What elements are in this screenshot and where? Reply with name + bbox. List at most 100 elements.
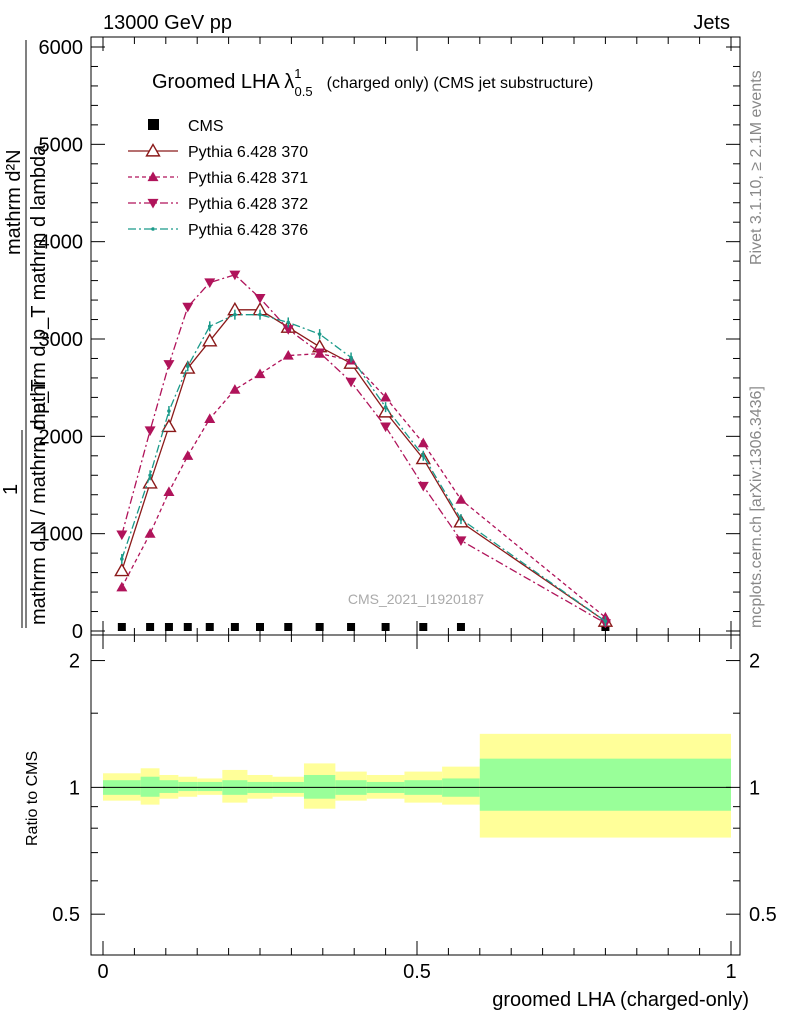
series-marker-triangle-up [455, 494, 467, 504]
main-y-tick-label: 1000 [39, 524, 84, 546]
main-y-tick-label: 2000 [39, 426, 84, 448]
legend-label: CMS [188, 118, 224, 135]
mcplots-label: mcplots.cern.ch [arXiv:1306.3436] [748, 386, 765, 628]
series-marker-triangle-down [116, 530, 128, 541]
cms-data-point [205, 623, 214, 631]
ratio-y-tick-label: 2 [69, 651, 80, 673]
ratio-stat-band [197, 781, 223, 792]
legend-marker [151, 227, 155, 231]
ratio-y-tick-label-right: 0.5 [749, 904, 777, 926]
ylabel-numerator-2: mathrm d p_T mathrm d lambda [28, 144, 50, 430]
series-marker-triangle-down [144, 426, 156, 436]
ratio-stat-band [140, 776, 160, 797]
series-marker-triangle-down [314, 348, 326, 359]
series-marker-dot [167, 409, 171, 413]
series-marker-triangle-down [254, 293, 266, 304]
ylabel-denominator: mathrm d N / mathrm d p_T [28, 379, 50, 625]
series-marker-triangle-up [116, 581, 128, 592]
main-axes: 0 1000 2000 3000 4000 5000 6000 [39, 36, 741, 643]
ratio-bands [103, 733, 731, 838]
series-marker-dot [185, 364, 190, 369]
series-marker-triangle-down [204, 278, 216, 289]
cms-data-point [347, 623, 356, 631]
series-marker-dot [148, 473, 152, 478]
main-y-tick-label: 3000 [39, 329, 84, 351]
main-y-tick-label: 4000 [39, 232, 84, 254]
series-marker-triangle-down [282, 325, 294, 335]
ratio-stat-band [159, 780, 179, 793]
series-marker-triangle-down [229, 270, 241, 281]
ratio-axes: 0.5 0.5 1 1 2 2 0 0.5 1 [52, 634, 777, 983]
series-line [121, 309, 606, 622]
ratio-y-tick-label: 1 [69, 777, 80, 799]
series-marker-triangle-down [163, 360, 175, 370]
series-marker-triangle-up [380, 391, 392, 402]
series-marker-open-triangle [202, 333, 218, 347]
series-marker-dot [258, 312, 262, 317]
ratio-y-tick-label-right: 1 [749, 777, 760, 799]
ratio-frame [90, 634, 741, 956]
main-y-axis-label: mathrm d²N mathrm d p_T mathrm d lambda … [0, 40, 50, 628]
main-series [114, 270, 614, 631]
legend: CMS Pythia 6.428 370 Pythia 6.428 371 Pythi… [128, 118, 308, 239]
series-marker-triangle-down [455, 536, 467, 546]
cms-data-point [315, 623, 324, 631]
series-marker-dot [286, 320, 291, 325]
series-marker-triangle-up [282, 350, 294, 360]
legend-marker [145, 143, 161, 157]
series-marker-triangle-up [254, 368, 266, 379]
cms-data-point [230, 623, 239, 631]
ylabel-prefix: 1 [0, 484, 22, 495]
series-marker-dot [421, 454, 426, 458]
analysis-watermark: CMS_2021_I1920187 [348, 591, 484, 607]
series-marker-dot [349, 355, 353, 360]
series-marker-dot [459, 517, 463, 521]
series-marker-dot [120, 557, 124, 561]
cms-data-point [456, 623, 465, 631]
legend-label: Pythia 6.428 371 [188, 170, 308, 187]
series-marker-dot [207, 324, 212, 329]
series-marker-triangle-down [417, 481, 429, 492]
legend-marker [147, 198, 159, 209]
ratio-stat-band [479, 758, 731, 811]
series-marker-dot [603, 619, 608, 624]
ylabel-numerator: mathrm d²N [3, 149, 25, 255]
x-axis-label: groomed LHA (charged-only) [492, 989, 749, 1011]
rivet-label: Rivet 3.1.10, ≥ 2.1M events [748, 70, 765, 265]
cms-data-point [146, 623, 155, 631]
ratio-stat-band [303, 774, 336, 799]
legend-marker-cms [148, 119, 159, 130]
x-tick-label: 1 [725, 961, 736, 983]
series-marker-triangle-up [182, 450, 194, 460]
cms-data-point [381, 623, 390, 631]
plot-title: Groomed LHA λ1 0.5 (charged only) (CMS jet… [152, 66, 593, 99]
series-marker-dot [233, 312, 237, 317]
series-line [121, 352, 606, 618]
jets-label: Jets [693, 12, 730, 34]
series-marker-open-triangle [114, 562, 130, 577]
cms-data-point [419, 623, 428, 631]
main-panel: 0 1000 2000 3000 4000 5000 6000 Groomed LHA λ1… [0, 36, 741, 643]
series-marker-triangle-up [417, 437, 429, 448]
series-marker-triangle-down [345, 377, 357, 388]
series-marker-open-triangle [161, 418, 177, 433]
main-y-tick-label: 6000 [39, 37, 84, 59]
energy-label: 13000 GeV pp [103, 12, 232, 34]
cms-data-point [164, 623, 173, 631]
series-line [121, 314, 606, 622]
series-marker-triangle-up [204, 413, 216, 423]
series-marker-triangle-down [182, 302, 194, 313]
main-y-tick-label: 5000 [39, 134, 84, 156]
cms-data-point [284, 623, 293, 631]
x-tick-label: 0 [97, 961, 108, 983]
ratio-y-tick-label-right: 2 [749, 651, 760, 673]
cms-data-point [183, 623, 192, 631]
ratio-stat-band [178, 781, 198, 792]
ratio-panel: 0.5 0.5 1 1 2 2 0 0.5 1 Ratio to CMS groomed LHA… [24, 634, 777, 1011]
series-marker-triangle-up [229, 384, 241, 394]
series-marker-open-triangle [142, 475, 158, 489]
ratio-y-axis-label: Ratio to CMS [24, 751, 41, 846]
series-marker-triangle-up [144, 528, 156, 538]
ratio-y-tick-label: 0.5 [52, 904, 80, 926]
